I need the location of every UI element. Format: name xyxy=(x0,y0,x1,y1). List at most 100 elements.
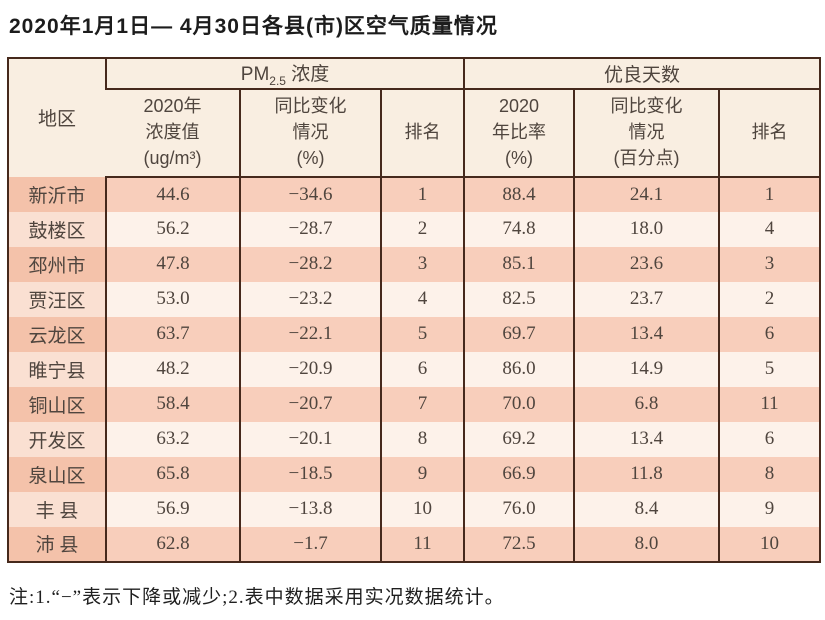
table-row: 丰 县 56.9 −13.8 10 76.0 8.4 9 xyxy=(8,491,821,527)
pm25-value-cell: 62.8 xyxy=(105,526,240,562)
table-row: 贾汪区 53.0 −23.2 4 82.5 23.7 2 xyxy=(8,281,821,317)
air-quality-table: 地区 PM2.5 浓度 优良天数 2020年 浓度值 (ug/m³) 同比变化 … xyxy=(7,57,822,563)
table-body: 新沂市 44.6 −34.6 1 88.4 24.1 1 鼓楼区 56.2 −28.7 2 74.8 1… xyxy=(8,176,821,562)
region-cell: 贾汪区 xyxy=(8,281,106,317)
pm25-change-cell: −22.1 xyxy=(239,316,381,352)
table-row: 邳州市 47.8 −28.2 3 85.1 23.6 3 xyxy=(8,246,821,282)
pm25-value-cell: 53.0 xyxy=(105,281,240,317)
pm25-change-cell: −28.2 xyxy=(239,246,381,282)
pm25-rank-cell: 8 xyxy=(379,421,465,457)
header-sub-row: 2020年 浓度值 (ug/m³) 同比变化 情况 (%) 排名 2020 年比… xyxy=(8,88,821,178)
pm25-value-cell: 47.8 xyxy=(105,246,240,282)
region-cell: 沛 县 xyxy=(8,526,106,562)
pm25-rank-cell: 4 xyxy=(379,281,465,317)
gooddays-rate-cell: 85.1 xyxy=(463,246,575,282)
col-header-pm25-change: 同比变化 情况 (%) xyxy=(239,88,381,178)
table-row: 泉山区 65.8 −18.5 9 66.9 11.8 8 xyxy=(8,456,821,492)
gooddays-change-cell: 24.1 xyxy=(573,176,720,212)
col-group-good-days: 优良天数 xyxy=(463,58,821,90)
pm25-rank-cell: 3 xyxy=(379,246,465,282)
region-cell: 鼓楼区 xyxy=(8,211,106,247)
gooddays-change-cell: 23.7 xyxy=(573,281,720,317)
col-header-pm25-value: 2020年 浓度值 (ug/m³) xyxy=(106,88,240,178)
gooddays-rank-cell: 6 xyxy=(718,421,821,457)
gooddays-change-cell: 23.6 xyxy=(573,246,720,282)
pm25-change-cell: −13.8 xyxy=(239,491,381,527)
table-row: 鼓楼区 56.2 −28.7 2 74.8 18.0 4 xyxy=(8,211,821,247)
gooddays-change-cell: 8.0 xyxy=(573,526,720,562)
gooddays-change-cell: 8.4 xyxy=(573,491,720,527)
gooddays-rank-cell: 3 xyxy=(718,246,821,282)
gooddays-rank-cell: 8 xyxy=(718,456,821,492)
col-group-pm25: PM2.5 浓度 xyxy=(104,58,465,90)
pm25-change-cell: −20.7 xyxy=(239,386,381,422)
pm25-value-cell: 65.8 xyxy=(105,456,240,492)
table-row: 云龙区 63.7 −22.1 5 69.7 13.4 6 xyxy=(8,316,821,352)
pm25-value-cell: 48.2 xyxy=(105,351,240,387)
col-header-gooddays-rank: 排名 xyxy=(718,88,821,178)
pm25-rank-cell: 9 xyxy=(379,456,465,492)
col-header-gooddays-rate: 2020 年比率 (%) xyxy=(463,88,575,178)
gooddays-rate-cell: 70.0 xyxy=(463,386,575,422)
pm25-change-cell: −34.6 xyxy=(239,176,381,212)
gooddays-rate-cell: 72.5 xyxy=(463,526,575,562)
region-cell: 丰 县 xyxy=(8,491,106,527)
pm25-rank-cell: 6 xyxy=(379,351,465,387)
page-title: 2020年1月1日— 4月30日各县(市)区空气质量情况 xyxy=(9,15,498,38)
table-row: 开发区 63.2 −20.1 8 69.2 13.4 6 xyxy=(8,421,821,457)
pm25-rank-cell: 7 xyxy=(379,386,465,422)
footnote: 注:1.“−”表示下降或减少;2.表中数据采用实况数据统计。 xyxy=(9,586,505,608)
pm25-change-cell: −20.9 xyxy=(239,351,381,387)
gooddays-rank-cell: 1 xyxy=(718,176,821,212)
pm25-value-cell: 63.7 xyxy=(105,316,240,352)
pm25-subscript: 2.5 xyxy=(269,73,286,88)
pm25-rank-cell: 10 xyxy=(379,491,465,527)
gooddays-rate-cell: 82.5 xyxy=(463,281,575,317)
pm25-value-cell: 56.2 xyxy=(105,211,240,247)
pm25-suffix: 浓度 xyxy=(285,64,330,85)
pm25-rank-cell: 5 xyxy=(379,316,465,352)
pm25-value-cell: 56.9 xyxy=(105,491,240,527)
pm25-rank-cell: 11 xyxy=(379,526,465,562)
gooddays-rank-cell: 5 xyxy=(718,351,821,387)
col-header-region: 地区 xyxy=(8,58,106,177)
region-cell: 铜山区 xyxy=(8,386,106,422)
pm25-change-cell: −1.7 xyxy=(239,526,381,562)
gooddays-rate-cell: 88.4 xyxy=(463,176,575,212)
pm25-change-cell: −23.2 xyxy=(239,281,381,317)
gooddays-rate-cell: 69.2 xyxy=(463,421,575,457)
gooddays-rank-cell: 10 xyxy=(718,526,821,562)
col-header-pm25-rank: 排名 xyxy=(379,88,465,178)
region-cell: 睢宁县 xyxy=(8,351,106,387)
gooddays-change-cell: 18.0 xyxy=(573,211,720,247)
gooddays-rank-cell: 2 xyxy=(718,281,821,317)
gooddays-rate-cell: 66.9 xyxy=(463,456,575,492)
gooddays-change-cell: 14.9 xyxy=(573,351,720,387)
gooddays-rate-cell: 86.0 xyxy=(463,351,575,387)
table-row: 新沂市 44.6 −34.6 1 88.4 24.1 1 xyxy=(8,176,821,212)
pm25-value-cell: 58.4 xyxy=(105,386,240,422)
region-cell: 泉山区 xyxy=(8,456,106,492)
gooddays-change-cell: 6.8 xyxy=(573,386,720,422)
gooddays-rank-cell: 9 xyxy=(718,491,821,527)
gooddays-change-cell: 13.4 xyxy=(573,316,720,352)
pm25-value-cell: 63.2 xyxy=(105,421,240,457)
region-cell: 开发区 xyxy=(8,421,106,457)
region-cell: 邳州市 xyxy=(8,246,106,282)
pm25-change-cell: −28.7 xyxy=(239,211,381,247)
region-cell: 新沂市 xyxy=(8,176,106,212)
col-header-gooddays-change: 同比变化 情况 (百分点) xyxy=(573,88,720,178)
table-header: 地区 PM2.5 浓度 优良天数 2020年 浓度值 (ug/m³) 同比变化 … xyxy=(8,58,821,178)
gooddays-rate-cell: 74.8 xyxy=(463,211,575,247)
pm25-rank-cell: 2 xyxy=(379,211,465,247)
gooddays-rate-cell: 76.0 xyxy=(463,491,575,527)
region-cell: 云龙区 xyxy=(8,316,106,352)
table-row: 沛 县 62.8 −1.7 11 72.5 8.0 10 xyxy=(8,526,821,562)
pm25-prefix: PM xyxy=(240,64,270,85)
gooddays-change-cell: 11.8 xyxy=(573,456,720,492)
gooddays-rank-cell: 11 xyxy=(718,386,821,422)
table-row: 铜山区 58.4 −20.7 7 70.0 6.8 11 xyxy=(8,386,821,422)
table-row: 睢宁县 48.2 −20.9 6 86.0 14.9 5 xyxy=(8,351,821,387)
pm25-change-cell: −20.1 xyxy=(239,421,381,457)
